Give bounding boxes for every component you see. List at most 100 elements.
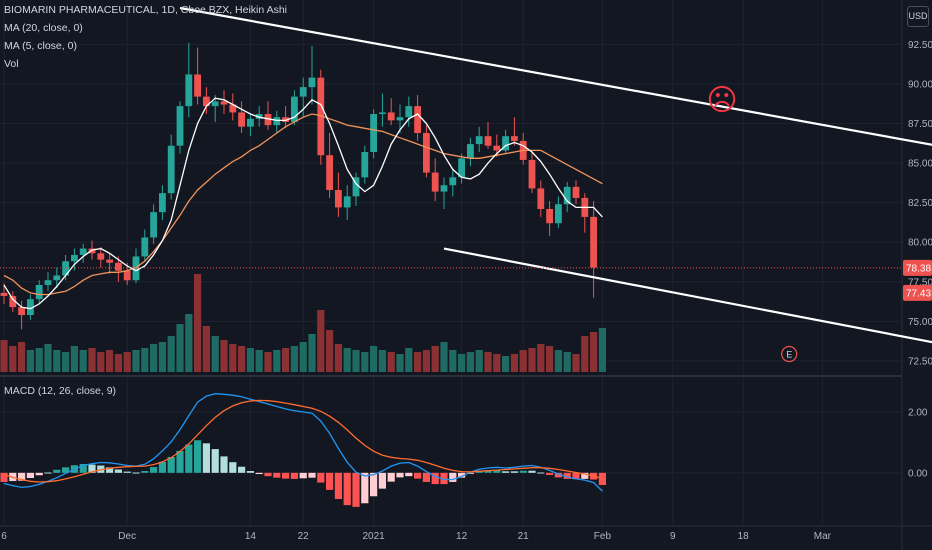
volume-bar [44, 344, 52, 372]
macd-histogram-bar [493, 470, 501, 473]
macd-histogram-bar [528, 470, 536, 473]
volume-bar [431, 346, 439, 372]
macd-histogram-bar [106, 467, 114, 473]
volume-bar [317, 310, 325, 372]
macd-histogram-bar [273, 472, 281, 478]
time-tick-label: 14 [245, 531, 257, 542]
volume-bar [70, 346, 78, 372]
volume-bar [106, 350, 114, 372]
volume-bar [26, 350, 34, 372]
volume-bar [475, 350, 483, 372]
candle-body [27, 299, 34, 316]
volume-bar [458, 354, 466, 372]
candle-body [475, 136, 483, 145]
macd-histogram-bar [502, 471, 510, 473]
candle-series [0, 42, 597, 330]
macd-histogram-bar [466, 472, 474, 474]
macd-histogram-bar [246, 471, 254, 473]
candle-body [370, 114, 377, 153]
moving-averages [3, 97, 603, 310]
volume-bar [79, 350, 87, 372]
candle-body [555, 204, 562, 224]
candle-body [440, 185, 448, 192]
macd-histogram-bar [405, 472, 413, 477]
volume-bar [528, 348, 536, 372]
macd-histogram-bar [0, 472, 8, 482]
macd-histogram-bar [317, 472, 325, 483]
candle-body [44, 280, 52, 285]
ma20-line [3, 113, 603, 296]
volume-bar [510, 354, 518, 372]
volume-bar [493, 354, 501, 372]
volume-bar [194, 274, 202, 372]
macd-pane: 2.00 0.00 [0, 393, 928, 507]
price-axis[interactable]: 92.50 90.00 87.50 85.00 82.50 80.00 77.50 75.00… [903, 40, 932, 368]
macd-histogram-bar [519, 470, 527, 473]
macd-histogram-bar [396, 472, 404, 478]
macd-histogram-bar [546, 472, 554, 475]
legend-macd[interactable]: MACD (12, 26, close, 9) [4, 385, 117, 397]
signal-line [3, 399, 603, 483]
macd-histogram-bar [238, 466, 246, 473]
candle-body [97, 253, 105, 260]
macd-histogram-bar [537, 472, 545, 474]
volume-bar [326, 330, 334, 372]
candle-body [194, 74, 201, 97]
volume-bar [123, 352, 131, 372]
legend-volume[interactable]: Vol [4, 58, 19, 70]
time-tick-label: 18 [738, 531, 750, 542]
price-tick-label: 75.00 [908, 317, 932, 328]
macd-histogram-bar [370, 472, 378, 497]
candle-body [449, 177, 457, 186]
legend-ma5[interactable]: MA (5, close, 0) [4, 40, 77, 52]
time-tick-label: 21 [518, 531, 530, 542]
trendlines[interactable] [0, 6, 932, 351]
macd-histogram-bar [158, 461, 166, 473]
candle-body [53, 275, 61, 281]
candle-body [238, 112, 245, 127]
candle-body [229, 104, 237, 113]
volume-bar [334, 344, 342, 372]
candle-body [185, 74, 193, 107]
price-tick-label: 92.50 [908, 40, 932, 51]
price-tick-label: 77.50 [908, 277, 932, 288]
macd-histogram-bar [26, 472, 34, 478]
macd-histogram-bar [282, 472, 290, 479]
time-tick-label: 12 [456, 531, 468, 542]
macd-histogram-bar [79, 464, 87, 473]
volume-bar [167, 336, 175, 372]
legend-ma20[interactable]: MA (20, close, 0) [4, 22, 83, 34]
price-tick-label: 85.00 [908, 159, 932, 170]
candle-body [528, 159, 536, 189]
price-label-text: 78.38 [906, 263, 931, 274]
volume-bar [62, 352, 70, 372]
time-axis[interactable]: 6Dec142220211221Feb918Mar1523Apr12 [1, 531, 932, 542]
macd-histogram-bar [167, 457, 175, 473]
candle-body [18, 307, 25, 316]
candle-body [317, 77, 325, 156]
volume-bar [378, 350, 386, 372]
sad-face-icon: ☹ [706, 83, 737, 118]
candle-body [387, 112, 395, 121]
volume-bar [405, 348, 413, 372]
currency-button[interactable]: USD [907, 6, 929, 27]
candle-body [88, 248, 96, 254]
price-tick-label: 80.00 [908, 238, 932, 249]
macd-histogram-bar [484, 470, 492, 473]
volume-bar [9, 346, 17, 372]
candle-body [405, 106, 413, 118]
chart-markers: E☹ [706, 83, 798, 363]
macd-histogram-bar [334, 472, 342, 499]
macd-histogram-bar [220, 456, 228, 473]
time-tick-label: Dec [118, 531, 136, 542]
volume-bar [422, 350, 430, 372]
volume-bar [211, 336, 219, 372]
volume-bar [282, 348, 290, 372]
candle-body [282, 117, 289, 122]
volume-bar [264, 352, 272, 372]
candle-body [0, 292, 8, 297]
volume-bar [554, 350, 562, 372]
volume-bar [563, 352, 571, 372]
macd-histogram-bar [352, 472, 360, 507]
